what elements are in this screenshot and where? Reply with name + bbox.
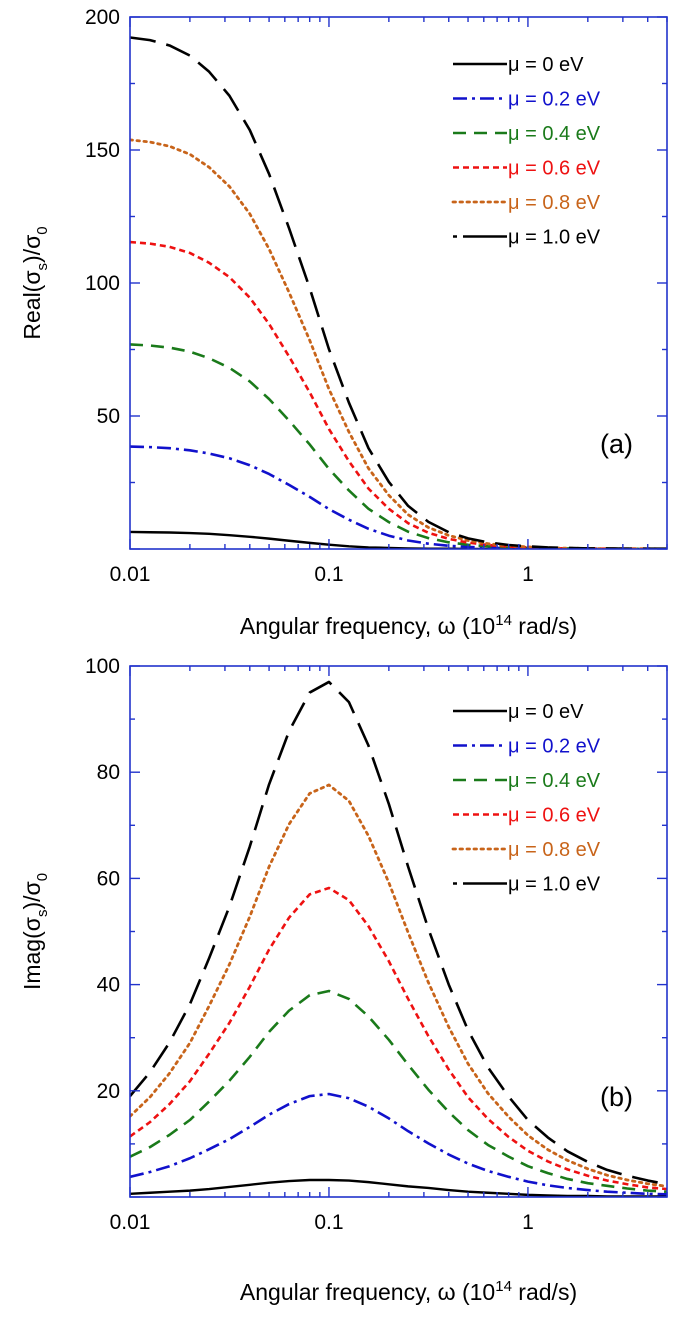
x-tick-label: 0.1 bbox=[314, 563, 343, 586]
legend-entry: μ = 0 eV bbox=[508, 54, 584, 76]
legend-entry: μ = 0.2 eV bbox=[508, 736, 601, 758]
plot-area bbox=[130, 36, 667, 549]
series-line-5 bbox=[130, 36, 667, 549]
series-line-0 bbox=[130, 530, 667, 549]
x-tick-label: 1 bbox=[522, 1211, 534, 1234]
series-line-3 bbox=[130, 240, 667, 549]
series-line-5 bbox=[130, 680, 667, 1186]
series-line-2 bbox=[130, 989, 667, 1193]
y-tick-label: 60 bbox=[97, 867, 120, 890]
y-tick-label: 150 bbox=[85, 139, 120, 162]
y-tick-label: 40 bbox=[97, 974, 120, 997]
legend-entry: μ = 0.6 eV bbox=[508, 805, 601, 827]
y-tick-label: 20 bbox=[97, 1080, 120, 1103]
y-axis-title: Imag(σs)/σ0 bbox=[19, 873, 51, 990]
chart-panel-b: 0.01 0.1 1 20 40 60 80 100 Angular frequency, ω … bbox=[19, 655, 668, 1305]
series-line-3 bbox=[130, 886, 667, 1191]
legend: μ = 0 eV μ = 0.2 eV μ = 0.4 eV μ = 0.6 eV μ … bbox=[451, 54, 601, 249]
x-tick-label: 0.1 bbox=[314, 1211, 343, 1234]
series-line-0 bbox=[130, 1178, 667, 1197]
legend: μ = 0 eV μ = 0.2 eV μ = 0.4 eV μ = 0.6 eV μ … bbox=[451, 701, 601, 896]
panel-label: (a) bbox=[600, 429, 633, 459]
y-tick-label: 50 bbox=[97, 405, 120, 428]
y-tick-label: 100 bbox=[85, 655, 120, 678]
series-line-1 bbox=[130, 1092, 667, 1196]
x-tick-label: 1 bbox=[522, 563, 534, 586]
y-tick-label: 100 bbox=[85, 272, 120, 295]
series-line-4 bbox=[130, 783, 667, 1188]
x-tick-label: 0.01 bbox=[110, 1211, 151, 1234]
legend-entry: μ = 1.0 eV bbox=[508, 874, 601, 896]
legend-entry: μ = 0.6 eV bbox=[508, 158, 601, 180]
x-axis-title: Angular frequency, ω (1014 rad/s) bbox=[240, 612, 577, 639]
y-tick-label: 80 bbox=[97, 761, 120, 784]
legend-entry: μ = 0.4 eV bbox=[508, 123, 601, 145]
legend-entry: μ = 0 eV bbox=[508, 701, 584, 723]
legend-entry: μ = 0.4 eV bbox=[508, 770, 601, 792]
y-axis-title: Real(σs)/σ0 bbox=[19, 226, 51, 339]
legend-entry: μ = 0.2 eV bbox=[508, 89, 601, 111]
y-tick-label: 200 bbox=[85, 6, 120, 29]
x-tick-label: 0.01 bbox=[110, 563, 151, 586]
x-axis-title: Angular frequency, ω (1014 rad/s) bbox=[240, 1278, 577, 1305]
legend-entry: μ = 0.8 eV bbox=[508, 839, 601, 861]
legend-entry: μ = 0.8 eV bbox=[508, 192, 601, 214]
legend-entry: μ = 1.0 eV bbox=[508, 227, 601, 249]
panel-label: (b) bbox=[600, 1082, 633, 1112]
series-line-2 bbox=[130, 343, 667, 549]
plot-area bbox=[130, 680, 667, 1197]
